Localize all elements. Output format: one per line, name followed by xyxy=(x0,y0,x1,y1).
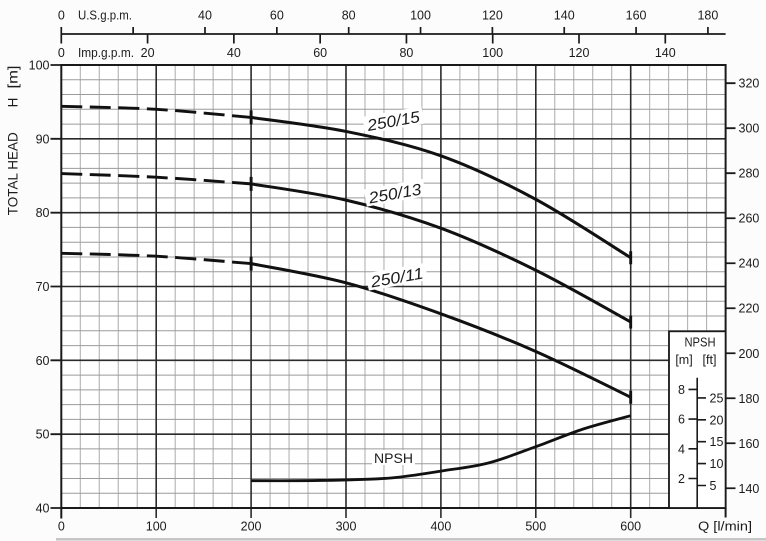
svg-text:25: 25 xyxy=(710,391,724,405)
svg-text:160: 160 xyxy=(626,9,647,23)
svg-text:2: 2 xyxy=(678,472,685,486)
svg-text:500: 500 xyxy=(525,520,546,534)
svg-text:80: 80 xyxy=(399,46,413,60)
svg-text:50: 50 xyxy=(36,428,50,442)
svg-text:100: 100 xyxy=(29,59,50,73)
svg-text:100: 100 xyxy=(410,9,431,23)
svg-text:4: 4 xyxy=(678,442,685,456)
svg-text:20: 20 xyxy=(141,46,155,60)
svg-text:300: 300 xyxy=(739,122,760,136)
svg-text:200: 200 xyxy=(739,347,760,361)
svg-text:Imp.g.p.m.: Imp.g.p.m. xyxy=(78,45,134,60)
svg-text:15: 15 xyxy=(710,435,724,449)
svg-text:8: 8 xyxy=(678,383,685,397)
svg-text:300: 300 xyxy=(336,520,357,534)
svg-text:U.S.g.p.m.: U.S.g.p.m. xyxy=(78,8,132,23)
svg-text:100: 100 xyxy=(482,46,503,60)
svg-text:220: 220 xyxy=(739,302,760,316)
svg-text:260: 260 xyxy=(739,212,760,226)
svg-text:0: 0 xyxy=(58,46,65,60)
svg-text:60: 60 xyxy=(270,9,284,23)
svg-text:120: 120 xyxy=(482,9,503,23)
svg-text:90: 90 xyxy=(36,132,50,146)
svg-text:40: 40 xyxy=(198,9,212,23)
svg-text:[m]: [m] xyxy=(6,66,21,89)
svg-text:60: 60 xyxy=(313,46,327,60)
svg-text:0: 0 xyxy=(58,9,65,23)
svg-text:10: 10 xyxy=(710,457,724,471)
svg-text:100: 100 xyxy=(146,520,167,534)
svg-text:0: 0 xyxy=(58,520,65,534)
svg-text:[m]: [m] xyxy=(675,353,692,367)
svg-text:140: 140 xyxy=(655,46,676,60)
svg-text:120: 120 xyxy=(569,46,590,60)
svg-text:200: 200 xyxy=(241,520,262,534)
svg-text:TOTAL HEAD: TOTAL HEAD xyxy=(6,132,21,215)
svg-text:H: H xyxy=(6,98,21,108)
svg-text:[ft]: [ft] xyxy=(703,353,717,367)
svg-text:180: 180 xyxy=(739,392,760,406)
svg-text:20: 20 xyxy=(710,413,724,427)
svg-text:Q [l/min]: Q [l/min] xyxy=(698,519,752,534)
svg-text:6: 6 xyxy=(678,413,685,427)
svg-text:40: 40 xyxy=(227,46,241,60)
svg-text:320: 320 xyxy=(739,77,760,91)
svg-text:NPSH: NPSH xyxy=(685,336,716,350)
svg-text:5: 5 xyxy=(710,479,717,493)
svg-text:70: 70 xyxy=(36,280,50,294)
svg-text:80: 80 xyxy=(36,206,50,220)
svg-text:400: 400 xyxy=(430,520,451,534)
svg-text:60: 60 xyxy=(36,354,50,368)
svg-text:140: 140 xyxy=(739,482,760,496)
svg-text:600: 600 xyxy=(620,520,641,534)
svg-text:40: 40 xyxy=(36,502,50,516)
svg-text:280: 280 xyxy=(739,167,760,181)
svg-text:180: 180 xyxy=(697,9,718,23)
svg-text:160: 160 xyxy=(739,437,760,451)
svg-text:NPSH: NPSH xyxy=(374,450,413,466)
svg-text:240: 240 xyxy=(739,257,760,271)
svg-text:140: 140 xyxy=(554,9,575,23)
svg-text:80: 80 xyxy=(342,9,356,23)
